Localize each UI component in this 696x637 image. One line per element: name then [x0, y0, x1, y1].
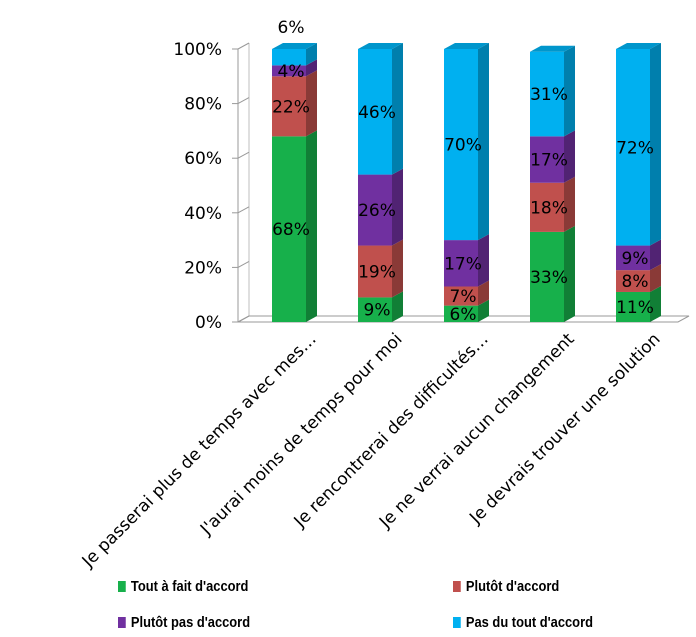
y-tick-connector	[237, 97, 250, 105]
bar-segment	[272, 49, 306, 66]
bar-segment-side	[650, 285, 661, 322]
bar-segment	[358, 245, 392, 298]
data-label: 6%	[278, 18, 305, 38]
bar-segment	[444, 286, 478, 306]
data-label: 22%	[272, 97, 310, 117]
data-label: 4%	[278, 62, 305, 82]
data-label: 33%	[530, 268, 568, 288]
bar-segment	[616, 270, 650, 292]
y-tick-connector	[237, 315, 250, 323]
legend-swatch	[453, 617, 461, 628]
legend-item-pas-du-tout: Pas du tout d'accord	[453, 614, 593, 631]
y-tick-connector	[237, 260, 250, 268]
legend-item-tout-a-fait: Tout à fait d'accord	[118, 578, 248, 595]
bar-segment-side	[478, 280, 489, 306]
bar-segment-side	[392, 168, 403, 246]
y-tick-label: 100%	[173, 40, 222, 60]
bar-segment-side	[306, 59, 317, 77]
bar-segment-side	[478, 299, 489, 322]
bar-segment	[530, 182, 564, 232]
y-tick-label: 20%	[184, 258, 222, 278]
bar-segment-side	[564, 176, 575, 232]
legend-label: Pas du tout d'accord	[465, 614, 593, 631]
y-tick-connector	[237, 42, 250, 50]
bar-segment-side	[392, 239, 403, 298]
bar-top-cap	[272, 43, 317, 49]
legend-swatch	[453, 581, 461, 592]
data-label: 8%	[622, 272, 649, 292]
bar-top-cap	[616, 43, 661, 49]
bar-segment-side	[650, 239, 661, 271]
bar-segment	[616, 291, 650, 322]
bar-segment	[530, 51, 564, 137]
bar-segment-side	[478, 234, 489, 287]
data-label: 70%	[444, 136, 482, 156]
bar-segment-side	[306, 70, 317, 137]
data-label: 9%	[622, 249, 649, 269]
bar-segment-side	[306, 130, 317, 322]
bar-segment	[530, 231, 564, 322]
data-label: 18%	[530, 198, 568, 218]
data-label: 9%	[364, 301, 391, 321]
bar-segment-side	[564, 225, 575, 322]
data-label: 17%	[530, 151, 568, 171]
bar-top-cap	[444, 43, 489, 49]
y-tick-connector	[237, 151, 250, 159]
data-label: 46%	[358, 103, 396, 123]
data-label: 7%	[450, 287, 477, 307]
legend-label: Tout à fait d'accord	[130, 578, 249, 595]
y-tick-label: 80%	[184, 95, 222, 115]
bar-segment	[272, 136, 306, 322]
data-label: 72%	[616, 138, 654, 158]
bar-top-cap	[358, 43, 403, 49]
data-label: 11%	[616, 298, 654, 318]
data-label: 68%	[272, 220, 310, 240]
bar-segment-side	[306, 43, 317, 66]
data-label: 31%	[530, 85, 568, 105]
legend-item-plutot-d-accord: Plutôt d'accord	[453, 578, 559, 595]
legend-item-plutot-pas-d-accord: Plutôt pas d'accord	[118, 614, 250, 631]
bar-segment	[444, 49, 478, 241]
data-label: 26%	[358, 201, 396, 221]
bar-segment-side	[564, 45, 575, 137]
y-tick-label: 40%	[184, 204, 222, 224]
y-tick-label: 0%	[195, 313, 222, 333]
y-tick-label: 60%	[184, 149, 222, 169]
bar-segment	[358, 174, 392, 246]
bar-segment	[444, 305, 478, 322]
bar-segment	[616, 245, 650, 271]
bar-segment-side	[650, 264, 661, 292]
data-label: 19%	[358, 262, 396, 282]
bar-segment	[444, 240, 478, 287]
bar-segment-side	[392, 43, 403, 175]
bar-segment	[272, 76, 306, 137]
data-label: 6%	[450, 305, 477, 325]
bar-top-cap	[530, 45, 575, 52]
bar-segment-side	[392, 291, 403, 322]
legend-label: Plutôt pas d'accord	[130, 614, 251, 631]
bar-segment	[358, 297, 392, 322]
bar-segment	[530, 136, 564, 183]
legend-swatch	[118, 581, 126, 592]
bar-segment	[358, 49, 392, 175]
legend-swatch	[118, 617, 126, 628]
bar-segment-side	[564, 130, 575, 183]
bar-segment	[272, 65, 306, 77]
y-tick-connector	[237, 206, 250, 214]
bar-segment	[616, 49, 650, 246]
data-label: 17%	[444, 254, 482, 274]
bar-segment-side	[650, 43, 661, 246]
legend-label: Plutôt d'accord	[465, 578, 560, 595]
x-tick-label: Je devrais trouver une solution	[465, 329, 664, 528]
bar-segment-side	[478, 43, 489, 241]
